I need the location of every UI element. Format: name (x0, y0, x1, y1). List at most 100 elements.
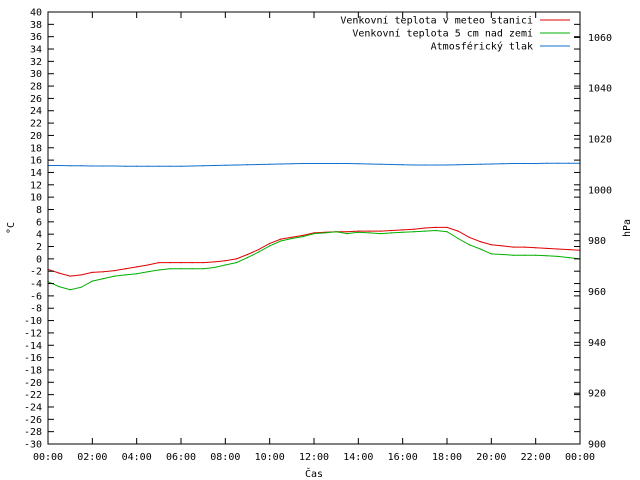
series-1-point (169, 268, 171, 270)
series-1-point (158, 269, 160, 271)
series-2-point (224, 164, 226, 166)
x-axis-title: Čas (305, 467, 323, 480)
series-0-point (568, 249, 570, 251)
series-0-point (413, 228, 415, 230)
series-2-point (291, 163, 293, 165)
y-tick-label: 16 (30, 156, 42, 167)
series-2-point (501, 163, 503, 165)
y-tick-label: 20 (30, 131, 42, 142)
y2-tick-label: 1000 (588, 185, 612, 196)
series-2-point (546, 162, 548, 164)
x-tick-label: 04:00 (122, 452, 152, 463)
y-tick-label: -16 (24, 353, 42, 364)
y-tick-label: -18 (24, 365, 42, 376)
series-2-point (490, 163, 492, 165)
series-0-point (490, 244, 492, 246)
y-tick-label: 34 (30, 45, 42, 56)
series-2-point (113, 165, 116, 167)
series-1-point (435, 229, 437, 232)
legend-label-0: Venkovní teplota v meteo stanici (340, 15, 533, 27)
series-1-point (136, 273, 138, 275)
x-tick-label: 00:00 (33, 452, 63, 463)
x-tick-label: 12:00 (299, 452, 329, 463)
series-0-point (512, 246, 515, 248)
series-0-point (546, 247, 548, 249)
series-2-point (258, 163, 260, 166)
series-2-point (479, 163, 481, 165)
series-0-point (91, 271, 93, 273)
y-tick-label: 40 (30, 8, 42, 19)
series-1-point (80, 286, 82, 288)
y-tick-label: -8 (30, 304, 42, 315)
series-0-point (524, 246, 526, 248)
legend-label-2: Atmosférický tlak (431, 41, 533, 53)
series-0-point (269, 242, 271, 244)
series-1-point (557, 255, 559, 257)
y-tick-label: 10 (30, 193, 42, 204)
series-2-point (269, 163, 271, 165)
series-2-point (568, 162, 570, 164)
series-1-point (102, 278, 104, 280)
series-2-point (102, 165, 104, 167)
series-1-point (524, 254, 526, 256)
series-0-point (169, 262, 171, 264)
series-0-point (424, 227, 426, 229)
ticks-layer: -30-28-26-24-22-20-18-16-14-12-10-8-6-4-… (24, 8, 612, 464)
series-1-point (446, 231, 448, 233)
y-tick-label: -24 (24, 402, 42, 413)
legend: Venkovní teplota v meteo staniciVenkovní… (340, 15, 570, 53)
series-0-point (158, 262, 160, 264)
x-tick-label: 02:00 (77, 452, 107, 463)
series-0-point (125, 268, 127, 270)
y2-tick-label: 1020 (588, 135, 612, 146)
y2-tick-label: 1060 (588, 33, 612, 44)
series-1-point (58, 286, 60, 288)
y2-tick-label: 960 (588, 287, 606, 298)
series-2-point (91, 165, 93, 167)
series-1-point (302, 236, 304, 238)
series-1-point (125, 274, 127, 276)
series-0-point (258, 249, 260, 251)
series-1-point (391, 232, 393, 234)
series-0-point (246, 253, 249, 256)
series-2-point (235, 164, 237, 166)
series-0-point (180, 262, 182, 264)
series-0-point (468, 236, 470, 238)
x-tick-label: 18:00 (432, 452, 462, 463)
y-tick-label: 12 (30, 180, 42, 191)
series-1-point (335, 231, 337, 233)
series-1-point (368, 232, 370, 234)
y-tick-label: 32 (30, 57, 42, 68)
series-0-point (213, 261, 215, 263)
series-2-point (58, 164, 60, 167)
y-tick-label: -14 (24, 341, 42, 352)
series-0-point (446, 226, 448, 228)
series-2-point (169, 165, 171, 167)
series-1-point (546, 255, 548, 257)
series-2-point (391, 163, 393, 166)
series-0-point (557, 248, 559, 250)
series-0-point (202, 262, 204, 264)
y-tick-label: -2 (30, 267, 42, 278)
series-2-point (80, 165, 82, 167)
series-1-point (246, 257, 249, 259)
y-tick-label: -28 (24, 427, 42, 438)
y-tick-label: 26 (30, 94, 42, 105)
series-2-point (413, 164, 415, 166)
y-tick-label: 4 (36, 230, 42, 241)
series-2-point (368, 163, 370, 165)
series-2-point (302, 162, 304, 165)
series-1-point (468, 244, 470, 246)
x-tick-label: 06:00 (166, 452, 196, 463)
y-tick-label: 30 (30, 69, 42, 80)
series-2-point (557, 162, 559, 164)
y-tick-label: -26 (24, 415, 42, 426)
series-2-point (280, 163, 282, 165)
series-0-point (379, 230, 382, 232)
series-2-point (524, 162, 526, 165)
series-1-point (512, 254, 515, 256)
y-tick-label: 22 (30, 119, 42, 130)
x-tick-label: 00:00 (565, 452, 595, 463)
series-2-point (446, 164, 448, 166)
series-0-point (357, 230, 359, 232)
